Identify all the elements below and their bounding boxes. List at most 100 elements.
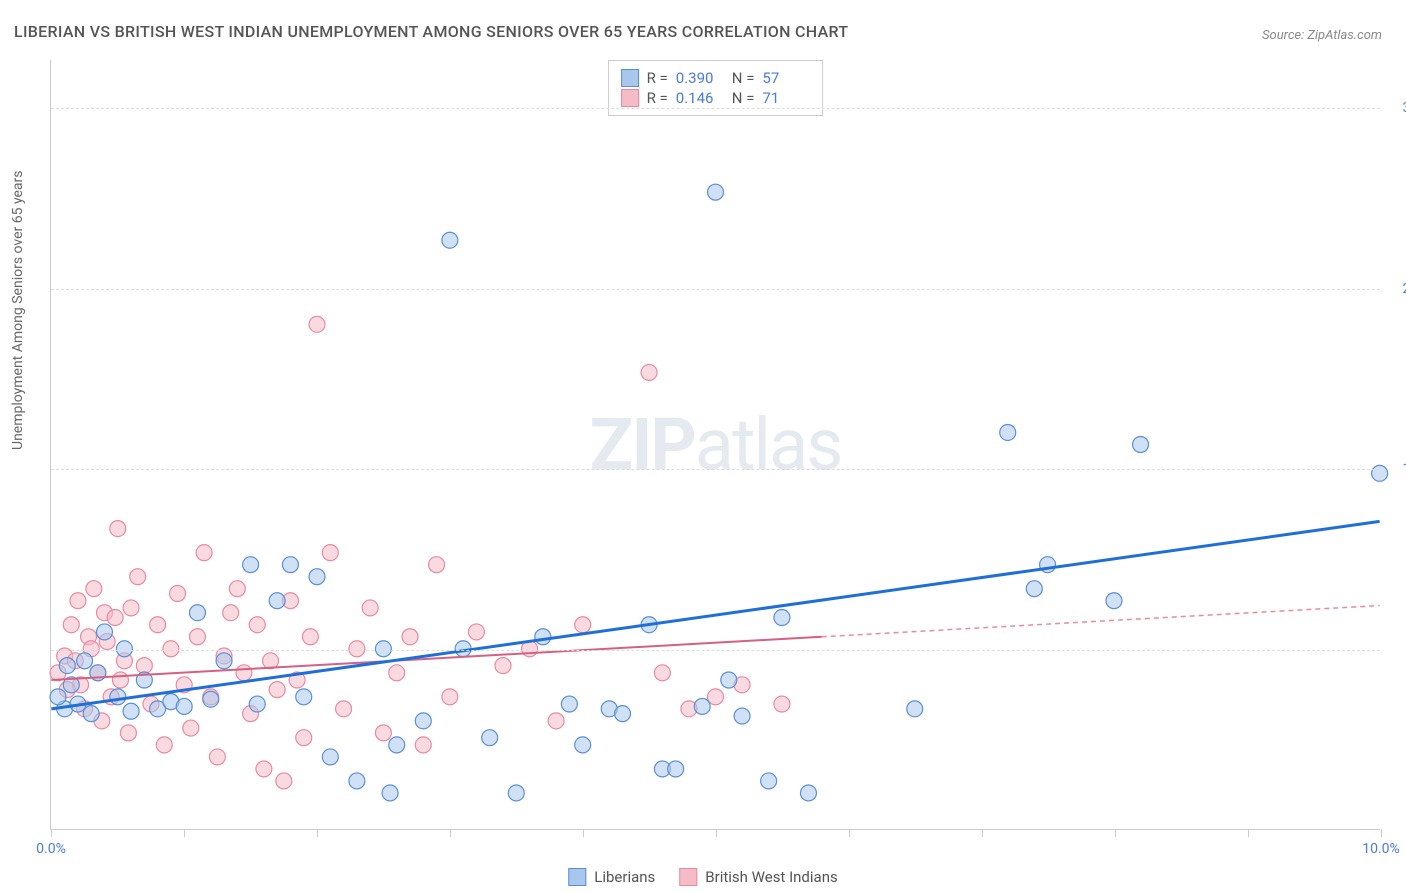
data-point bbox=[189, 605, 205, 621]
data-point bbox=[694, 698, 710, 714]
data-point bbox=[508, 785, 524, 801]
data-point bbox=[120, 725, 136, 741]
data-point bbox=[216, 653, 232, 669]
data-point bbox=[535, 629, 551, 645]
data-point bbox=[309, 316, 325, 332]
data-point bbox=[156, 737, 172, 753]
data-point bbox=[1000, 424, 1016, 440]
gridline bbox=[51, 289, 1380, 290]
data-point bbox=[1372, 465, 1388, 481]
data-point bbox=[203, 691, 219, 707]
data-point bbox=[309, 569, 325, 585]
ytick-label: 30.0% bbox=[1402, 100, 1406, 116]
data-point bbox=[322, 545, 338, 561]
data-point bbox=[575, 617, 591, 633]
data-point bbox=[59, 658, 75, 674]
legend-item-bwi: British West Indians bbox=[679, 868, 837, 886]
data-point bbox=[442, 689, 458, 705]
data-point bbox=[236, 665, 252, 681]
data-point bbox=[907, 701, 923, 717]
data-point bbox=[183, 720, 199, 736]
data-point bbox=[296, 730, 312, 746]
xtick bbox=[849, 829, 850, 837]
data-point bbox=[269, 593, 285, 609]
data-point bbox=[708, 689, 724, 705]
data-point bbox=[548, 713, 564, 729]
data-point bbox=[495, 658, 511, 674]
data-point bbox=[123, 600, 139, 616]
data-point bbox=[110, 689, 126, 705]
xtick bbox=[1115, 829, 1116, 837]
data-point bbox=[654, 665, 670, 681]
data-point bbox=[415, 737, 431, 753]
data-point bbox=[1133, 437, 1149, 453]
data-point bbox=[1026, 581, 1042, 597]
data-point bbox=[243, 557, 259, 573]
data-point bbox=[63, 617, 79, 633]
data-point bbox=[249, 617, 265, 633]
data-point bbox=[302, 629, 318, 645]
gridline bbox=[51, 469, 1380, 470]
data-point bbox=[774, 696, 790, 712]
data-point bbox=[389, 665, 405, 681]
xtick bbox=[51, 829, 52, 837]
data-point bbox=[112, 672, 128, 688]
data-point bbox=[402, 629, 418, 645]
y-axis-label: Unemployment Among Seniors over 65 years bbox=[10, 171, 26, 451]
swatch-liberians-icon bbox=[568, 868, 586, 886]
xtick-label: 10.0% bbox=[1362, 841, 1400, 857]
data-point bbox=[482, 730, 498, 746]
data-point bbox=[721, 672, 737, 688]
data-point bbox=[189, 629, 205, 645]
data-point bbox=[362, 600, 378, 616]
data-point bbox=[382, 785, 398, 801]
data-point bbox=[389, 737, 405, 753]
regression-line-extended bbox=[822, 606, 1380, 637]
data-point bbox=[170, 586, 186, 602]
gridline bbox=[51, 108, 1380, 109]
legend-label: Liberians bbox=[594, 868, 655, 886]
data-point bbox=[249, 696, 265, 712]
data-point bbox=[123, 703, 139, 719]
data-point bbox=[86, 581, 102, 597]
data-point bbox=[442, 232, 458, 248]
data-point bbox=[276, 773, 292, 789]
data-point bbox=[322, 749, 338, 765]
data-point bbox=[641, 364, 657, 380]
data-point bbox=[150, 617, 166, 633]
data-point bbox=[734, 708, 750, 724]
xtick bbox=[1248, 829, 1249, 837]
data-point bbox=[415, 713, 431, 729]
xtick bbox=[450, 829, 451, 837]
xtick bbox=[716, 829, 717, 837]
data-point bbox=[282, 557, 298, 573]
data-point bbox=[761, 773, 777, 789]
data-point bbox=[77, 653, 93, 669]
data-point bbox=[196, 545, 212, 561]
data-point bbox=[70, 593, 86, 609]
chart-area: ZIPatlas R = 0.390 N = 57 R = 0.146 N = … bbox=[50, 60, 1380, 830]
data-point bbox=[269, 682, 285, 698]
data-point bbox=[223, 605, 239, 621]
xtick bbox=[583, 829, 584, 837]
xtick bbox=[1381, 829, 1382, 837]
data-point bbox=[561, 696, 577, 712]
chart-title: LIBERIAN VS BRITISH WEST INDIAN UNEMPLOY… bbox=[14, 22, 848, 41]
scatter-plot-svg bbox=[51, 60, 1380, 829]
data-point bbox=[429, 557, 445, 573]
data-point bbox=[375, 725, 391, 741]
data-point bbox=[296, 689, 312, 705]
legend-label: British West Indians bbox=[705, 868, 837, 886]
data-point bbox=[107, 610, 123, 626]
xtick bbox=[317, 829, 318, 837]
series-legend: Liberians British West Indians bbox=[568, 868, 837, 886]
xtick-label: 0.0% bbox=[36, 841, 66, 857]
regression-line bbox=[51, 521, 1379, 708]
ytick-label: 15.0% bbox=[1402, 461, 1406, 477]
data-point bbox=[349, 773, 365, 789]
swatch-bwi-icon bbox=[679, 868, 697, 886]
data-point bbox=[50, 689, 66, 705]
legend-item-liberians: Liberians bbox=[568, 868, 655, 886]
data-point bbox=[615, 706, 631, 722]
data-point bbox=[668, 761, 684, 777]
